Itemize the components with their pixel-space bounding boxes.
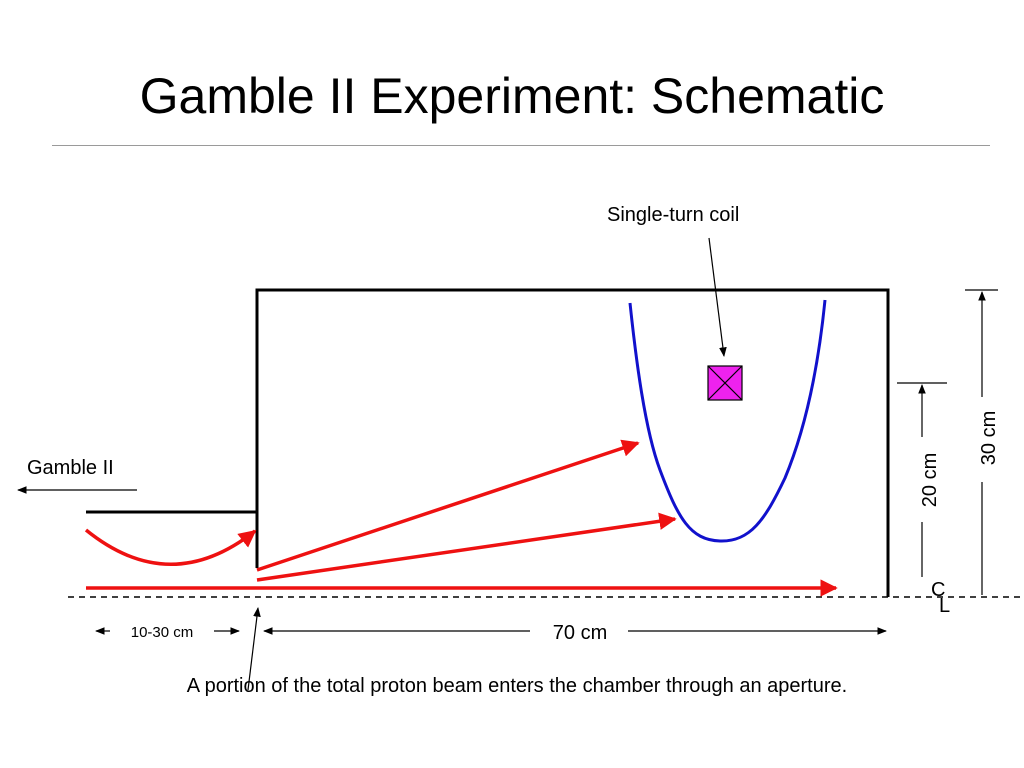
dimension-30cm-label: 30 cm: [978, 411, 1000, 465]
coil-pointer-arrow: [708, 237, 727, 357]
chamber-wall: [255, 288, 890, 597]
dimension-10-30cm-label: 10-30 cm: [131, 624, 194, 641]
title-divider: [52, 145, 990, 146]
dimension-30cm: [965, 289, 998, 595]
centerline-l-label: L: [939, 595, 950, 617]
beam-middle: [256, 512, 677, 582]
gamble-ii-label: Gamble II: [27, 457, 114, 479]
dimension-20cm: [897, 382, 947, 577]
beam-curved-into-aperture: [84, 528, 257, 566]
dimension-20cm-label: 20 cm: [919, 453, 941, 507]
dimension-70cm-label: 70 cm: [553, 622, 607, 644]
slide-title: Gamble II Experiment: Schematic: [139, 68, 885, 124]
caption: A portion of the total proton beam enter…: [187, 675, 847, 697]
single-turn-coil: [707, 365, 743, 401]
aperture-pointer-arrow: [247, 607, 261, 691]
centerline-c-label: C: [931, 579, 945, 601]
coil-label: Single-turn coil: [607, 204, 739, 226]
beam-upper: [256, 439, 640, 572]
magnetic-field-line: [628, 299, 827, 543]
